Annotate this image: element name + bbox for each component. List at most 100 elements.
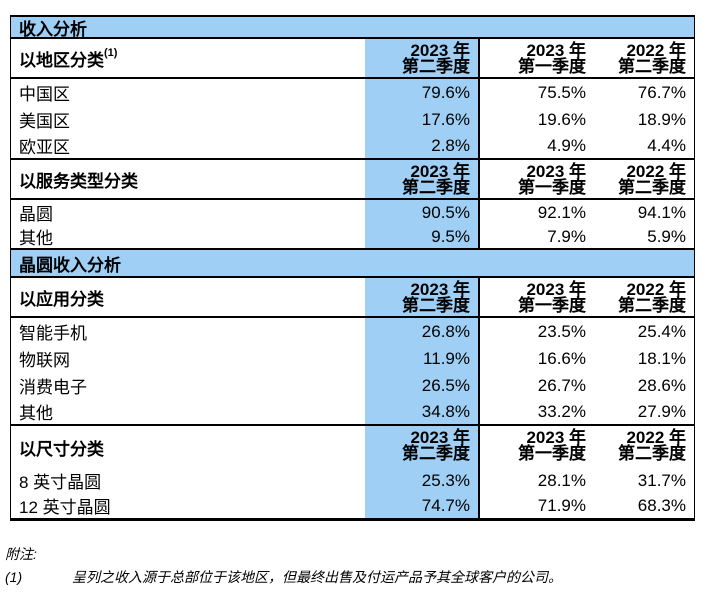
table-row-iot: 物联网 11.9% 16.6% 18.1% xyxy=(11,345,694,372)
cell-2023-q1: 26.7% xyxy=(537,375,586,395)
column-header-2023-q1: 2023 年 第一季度 xyxy=(480,426,594,468)
cell-2023-q2: 2.8% xyxy=(365,133,480,158)
cell-2023-q1: 71.9% xyxy=(537,495,586,515)
row-label: 8 英寸晶圆 xyxy=(19,473,102,492)
cell-2023-q2: 26.8% xyxy=(365,318,480,345)
cell-2023-q1: 75.5% xyxy=(537,82,586,102)
table-row-8-inch-wafer: 8 英寸晶圆 25.3% 28.1% 31.7% xyxy=(11,468,694,493)
column-header-year: 2023 年 xyxy=(410,41,470,60)
table-row-china: 中国区 79.6% 75.5% 76.7% xyxy=(11,79,694,106)
cell-2023-q2: 17.6% xyxy=(365,106,480,133)
revenue-analysis-table: 收入分析 以地区分类 (1) 2023 年 第二季度 2023 年 第一季度 20… xyxy=(10,15,695,521)
group-label-text: 以应用分类 xyxy=(19,289,104,309)
column-header-year: 2022 年 xyxy=(626,41,686,60)
cell-2023-q1: 7.9% xyxy=(547,226,586,246)
cell-2023-q1: 33.2% xyxy=(537,401,586,421)
footnotes: 附注: (1) 呈列之收入源于总部位于该地区，但最终出售及付运产品予其全球客户的… xyxy=(5,546,705,586)
group-label-text: 以地区分类 xyxy=(19,50,104,70)
column-header-2022-q2: 2022 年 第二季度 xyxy=(594,278,694,316)
table-row-12-inch-wafer: 12 英寸晶圆 74.7% 71.9% 68.3% xyxy=(11,493,694,518)
column-header-year: 2022 年 xyxy=(626,162,686,181)
group-label-text: 以服务类型分类 xyxy=(19,171,138,191)
section-bar-label: 晶圆收入分析 xyxy=(19,255,121,275)
cell-2023-q2: 26.5% xyxy=(365,372,480,399)
row-label: 12 英寸晶圆 xyxy=(19,498,111,517)
cell-2023-q2: 74.7% xyxy=(365,493,480,518)
column-header-2023-q1: 2023 年 第一季度 xyxy=(480,160,594,198)
cell-2022-q2: 25.4% xyxy=(637,321,686,341)
table-row-others-application: 其他 34.8% 33.2% 27.9% xyxy=(11,399,694,426)
group-label: 以应用分类 xyxy=(11,278,365,316)
column-header-year: 2023 年 xyxy=(526,41,586,60)
cell-2023-q2: 9.5% xyxy=(365,225,480,248)
column-header-quarter: 第二季度 xyxy=(618,57,686,76)
column-header-2023-q1: 2023 年 第一季度 xyxy=(480,278,594,316)
column-header-year: 2023 年 xyxy=(526,280,586,299)
cell-2022-q2: 76.7% xyxy=(637,82,686,102)
group-label: 以服务类型分类 xyxy=(11,160,365,198)
row-label: 其他 xyxy=(19,229,53,248)
cell-2023-q2: 79.6% xyxy=(365,79,480,106)
section-bar-revenue-analysis: 收入分析 xyxy=(11,17,694,39)
column-header-2022-q2: 2022 年 第二季度 xyxy=(594,39,694,77)
column-header-quarter: 第一季度 xyxy=(518,296,586,315)
column-header-2022-q2: 2022 年 第二季度 xyxy=(594,160,694,198)
footnote-number: (1) xyxy=(5,569,23,585)
column-header-year: 2023 年 xyxy=(526,162,586,181)
cell-2022-q2: 4.4% xyxy=(647,135,686,155)
column-header-year: 2023 年 xyxy=(526,428,586,447)
table-row-smartphone: 智能手机 26.8% 23.5% 25.4% xyxy=(11,318,694,345)
group-label: 以尺寸分类 xyxy=(11,426,365,468)
column-header-quarter: 第一季度 xyxy=(518,57,586,76)
row-label: 消费电子 xyxy=(19,378,87,397)
cell-2023-q1: 28.1% xyxy=(537,470,586,490)
section-bar-label: 收入分析 xyxy=(19,19,87,39)
column-header-quarter: 第二季度 xyxy=(618,444,686,463)
footnote-item-1: (1) 呈列之收入源于总部位于该地区，但最终出售及付运产品予其全球客户的公司。 xyxy=(5,569,705,586)
group-header-by-application: 以应用分类 2023 年 第二季度 2023 年 第一季度 2022 年 第二季… xyxy=(11,278,694,318)
row-label: 中国区 xyxy=(19,85,70,104)
group-label: 以地区分类 (1) xyxy=(11,39,365,77)
cell-2023-q2: 34.8% xyxy=(365,399,480,424)
cell-2023-q2: 25.3% xyxy=(365,468,480,493)
cell-2022-q2: 27.9% xyxy=(637,401,686,421)
row-label: 欧亚区 xyxy=(19,138,70,157)
table-row-consumer-electronics: 消费电子 26.5% 26.7% 28.6% xyxy=(11,372,694,399)
footnotes-heading: 附注: xyxy=(5,546,37,562)
table-row-wafer: 晶圆 90.5% 92.1% 94.1% xyxy=(11,200,694,225)
cell-2022-q2: 68.3% xyxy=(637,495,686,515)
column-header-2023-q2: 2023 年 第二季度 xyxy=(365,160,480,198)
row-label: 物联网 xyxy=(19,351,70,370)
column-header-year: 2022 年 xyxy=(626,428,686,447)
column-header-2023-q2: 2023 年 第二季度 xyxy=(365,278,480,316)
footnote-text: 呈列之收入源于总部位于该地区，但最终出售及付运产品予其全球客户的公司。 xyxy=(72,569,562,585)
column-header-year: 2022 年 xyxy=(626,280,686,299)
cell-2022-q2: 31.7% xyxy=(637,470,686,490)
column-header-2023-q1: 2023 年 第一季度 xyxy=(480,39,594,77)
group-header-by-wafer-size: 以尺寸分类 2023 年 第二季度 2023 年 第一季度 2022 年 第二季… xyxy=(11,426,694,468)
column-header-quarter: 第二季度 xyxy=(402,57,470,76)
group-header-by-service-type: 以服务类型分类 2023 年 第二季度 2023 年 第一季度 2022 年 第… xyxy=(11,160,694,200)
table-row-others-service: 其他 9.5% 7.9% 5.9% xyxy=(11,225,694,250)
row-label: 晶圆 xyxy=(19,205,53,224)
column-header-2023-q2: 2023 年 第二季度 xyxy=(365,426,480,468)
column-header-year: 2023 年 xyxy=(410,280,470,299)
cell-2023-q1: 92.1% xyxy=(537,202,586,222)
column-header-quarter: 第二季度 xyxy=(402,444,470,463)
cell-2022-q2: 5.9% xyxy=(647,226,686,246)
column-header-quarter: 第二季度 xyxy=(618,296,686,315)
cell-2022-q2: 18.1% xyxy=(637,348,686,368)
cell-2022-q2: 28.6% xyxy=(637,375,686,395)
row-label: 其他 xyxy=(19,404,53,423)
cell-2023-q1: 19.6% xyxy=(537,109,586,129)
row-label: 美国区 xyxy=(19,112,70,131)
table-row-usa: 美国区 17.6% 19.6% 18.9% xyxy=(11,106,694,133)
row-label: 智能手机 xyxy=(19,324,87,343)
column-header-2023-q2: 2023 年 第二季度 xyxy=(365,39,480,77)
cell-2023-q1: 16.6% xyxy=(537,348,586,368)
column-header-year: 2023 年 xyxy=(410,428,470,447)
cell-2023-q1: 23.5% xyxy=(537,321,586,341)
column-header-2022-q2: 2022 年 第二季度 xyxy=(594,426,694,468)
group-label-text: 以尺寸分类 xyxy=(19,439,104,459)
